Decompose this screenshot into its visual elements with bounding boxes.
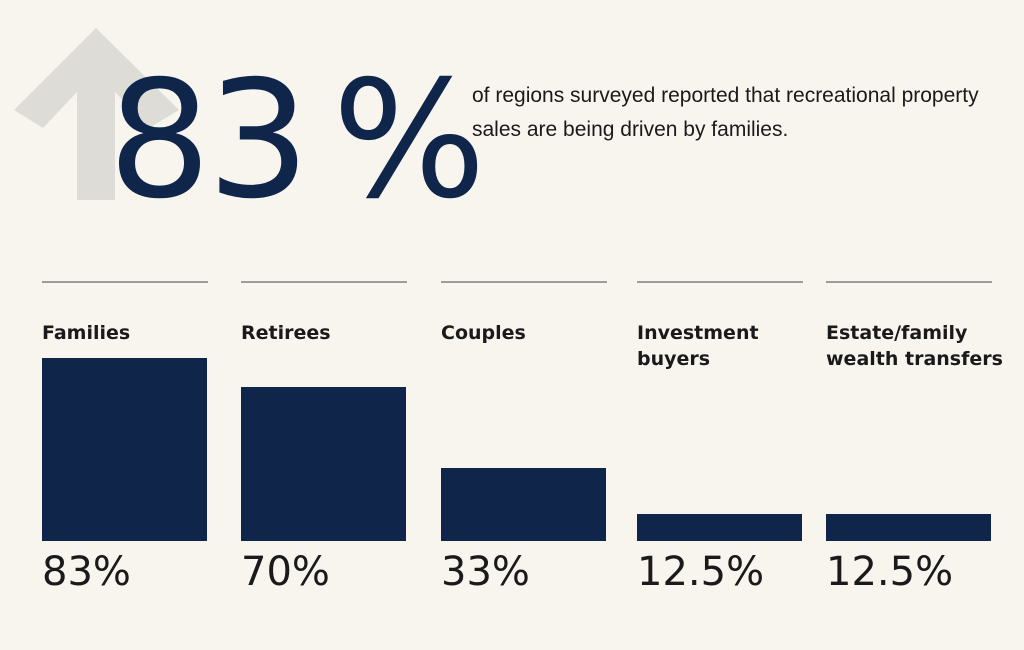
category-label: Families [42,322,131,344]
bar [826,513,991,541]
column-divider [42,281,208,283]
bar [42,358,207,541]
value-label: 33% [441,549,530,595]
up-arrow-icon [14,28,179,200]
value-label: 70% [241,549,330,595]
value-label: 12.5% [637,549,765,595]
category-label: Estate/family wealth transfers [826,322,1003,370]
column-divider [637,281,803,283]
column-divider [826,281,992,283]
column-divider [241,281,407,283]
headline-description: of regions surveyed reported that recrea… [472,84,979,141]
category-label: Investment buyers [637,322,759,370]
category-label: Retirees [241,322,331,344]
headline-number: 83% [108,60,486,222]
headline-number-value: 83 [108,47,310,235]
headline-percent-sign: % [332,47,486,235]
category-label: Couples [441,322,526,344]
column-divider [441,281,607,283]
value-label: 12.5% [826,549,954,595]
bar [637,513,802,541]
bar [441,468,606,541]
bar [241,387,406,541]
value-label: 83% [42,549,131,595]
